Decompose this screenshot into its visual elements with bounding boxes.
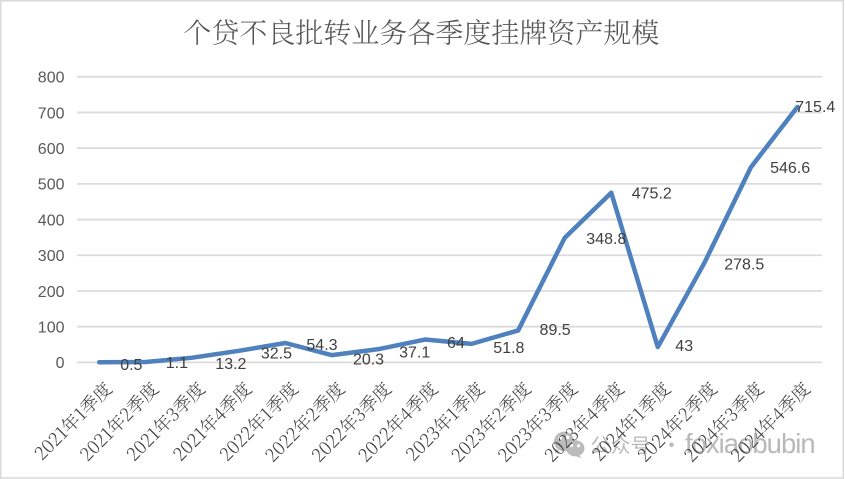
svg-text:400: 400 xyxy=(38,212,65,229)
svg-text:500: 500 xyxy=(38,177,65,194)
svg-text:475.2: 475.2 xyxy=(632,185,672,202)
svg-text:100: 100 xyxy=(38,319,65,336)
svg-text:51.8: 51.8 xyxy=(493,340,524,357)
svg-text:715.4: 715.4 xyxy=(795,99,835,116)
svg-text:37.1: 37.1 xyxy=(399,345,430,362)
svg-text:348.8: 348.8 xyxy=(586,231,626,248)
svg-text:800: 800 xyxy=(38,70,65,87)
svg-text:0: 0 xyxy=(56,355,65,372)
svg-text:20.3: 20.3 xyxy=(353,352,384,369)
svg-text:43: 43 xyxy=(675,338,693,355)
svg-text:546.6: 546.6 xyxy=(770,160,810,177)
svg-text:13.2: 13.2 xyxy=(215,356,246,373)
svg-text:foxiaobubin: foxiaobubin xyxy=(685,428,815,459)
svg-text:600: 600 xyxy=(38,141,65,158)
svg-text:300: 300 xyxy=(38,248,65,265)
svg-text:64: 64 xyxy=(447,335,465,352)
svg-text:278.5: 278.5 xyxy=(724,256,764,273)
svg-text:32.5: 32.5 xyxy=(261,346,292,363)
svg-text:54.3: 54.3 xyxy=(306,337,337,354)
svg-text:200: 200 xyxy=(38,284,65,301)
svg-text:89.5: 89.5 xyxy=(540,322,571,339)
svg-text:700: 700 xyxy=(38,105,65,122)
svg-text:1.1: 1.1 xyxy=(166,355,188,372)
svg-text:0.5: 0.5 xyxy=(120,357,142,374)
